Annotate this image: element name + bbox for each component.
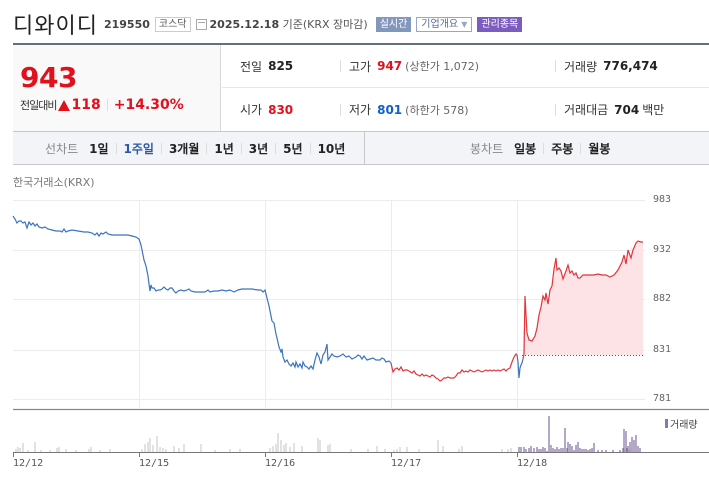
stat-value: 776,474 xyxy=(603,59,658,73)
price-line-12-18-dip xyxy=(516,354,524,379)
stat-low: 저가 801 (하한가 578) xyxy=(340,102,469,117)
base-date: 2025.12.18 기준(KRX 장마감) xyxy=(210,16,368,32)
tab-10y[interactable]: 10년 xyxy=(317,141,346,156)
tab-1d[interactable]: 1일 xyxy=(89,141,109,156)
volume-bars-today xyxy=(518,416,641,452)
up-triangle-icon xyxy=(58,99,71,111)
stat-unit: 백만 xyxy=(642,103,665,117)
stat-extra: (상한가 1,072) xyxy=(405,60,480,73)
stat-label: 거래량 xyxy=(564,59,598,74)
header-divider xyxy=(13,43,709,45)
tab-3y[interactable]: 3년 xyxy=(248,141,269,156)
candle-chart-title: 봉차트 xyxy=(470,141,504,156)
stat-prev-close: 전일 825 xyxy=(240,58,293,75)
x-tick-label: 12/16 xyxy=(265,458,296,469)
y-tick-label: 831 xyxy=(653,344,672,355)
divider xyxy=(240,142,242,154)
stat-value: 947 xyxy=(377,59,403,73)
volume-swatch xyxy=(665,419,668,428)
today-fill-area xyxy=(523,241,643,355)
managed-stock-badge: 관리종목 xyxy=(477,16,523,32)
tab-3m[interactable]: 3개월 xyxy=(168,141,200,156)
x-tick-label: 12/15 xyxy=(139,458,170,469)
candle-chart-tabs: 봉차트 일봉 주봉 월봉 xyxy=(366,132,709,164)
exchange-label: 한국거래소(KRX) xyxy=(13,176,95,189)
stat-amount: 거래대금 704 백만 xyxy=(555,102,665,117)
stats-row-1: 전일 825 고가 947 (상한가 1,072) 거래량 776,474 xyxy=(222,45,709,88)
x-axis-ticks xyxy=(13,452,518,457)
price-line-down xyxy=(12,215,392,371)
chart-tab-bar: 선차트 1일 1주일 3개월 1년 3년 5년 10년 봉차트 일봉 주봉 월봉 xyxy=(13,131,709,165)
line-chart-tabs: 선차트 1일 1주일 3개월 1년 3년 5년 10년 xyxy=(13,132,365,164)
tab-daily-candle[interactable]: 일봉 xyxy=(514,141,537,156)
stat-volume: 거래량 776,474 xyxy=(555,59,658,74)
divider xyxy=(160,142,162,154)
stat-value: 830 xyxy=(268,102,294,117)
stat-label: 전일 xyxy=(240,59,263,74)
company-overview-dropdown[interactable]: 기업개요 ▼ xyxy=(416,16,473,32)
divider xyxy=(106,99,108,111)
stats-table: 전일 825 고가 947 (상한가 1,072) 거래량 776,474 시가… xyxy=(222,45,709,131)
price-line-12-18 xyxy=(522,240,643,360)
stat-extra: (하한가 578) xyxy=(405,103,469,117)
stat-high: 고가 947 (상한가 1,072) xyxy=(340,59,480,74)
stock-name: 디와이디 xyxy=(13,14,98,39)
market-badge: 코스닥 xyxy=(154,16,191,32)
realtime-button[interactable]: 실시간 xyxy=(375,16,412,32)
stock-header: 디와이디 219550 코스닥 2025.12.18 기준(KRX 장마감) 실… xyxy=(13,8,523,40)
stat-value: 704 xyxy=(614,102,640,117)
price-change: 전일대비 118 +14.30% xyxy=(20,97,184,113)
divider xyxy=(543,142,545,154)
tab-1w[interactable]: 1주일 xyxy=(123,141,154,156)
company-overview-label: 기업개요 xyxy=(421,18,459,30)
stat-value: 825 xyxy=(268,59,294,73)
y-tick-label: 781 xyxy=(653,393,672,404)
stat-label: 시가 xyxy=(240,103,263,117)
stat-label: 거래대금 xyxy=(564,103,609,117)
current-price-box: 943 전일대비 118 +14.30% xyxy=(13,45,221,131)
x-tick-label: 12/17 xyxy=(391,458,422,469)
stock-code: 219550 xyxy=(103,17,150,31)
price-line-12-17 xyxy=(390,353,518,382)
price-chart xyxy=(12,200,709,457)
volume-legend: 거래량 xyxy=(665,416,698,431)
volume-bars-past xyxy=(15,433,512,452)
calendar-icon xyxy=(195,18,207,30)
change-label: 전일대비 xyxy=(20,99,57,112)
chevron-down-icon: ▼ xyxy=(461,19,468,29)
y-tick-label: 983 xyxy=(653,194,672,205)
date-value: 2025.12.18 xyxy=(209,18,280,31)
tab-monthly-candle[interactable]: 월봉 xyxy=(588,141,611,156)
y-tick-label: 882 xyxy=(653,293,672,304)
x-tick-label: 12/18 xyxy=(517,458,548,469)
y-tick-label: 932 xyxy=(653,244,672,255)
line-chart-title: 선차트 xyxy=(45,141,79,156)
divider xyxy=(275,142,277,154)
stat-value: 801 xyxy=(377,102,403,117)
change-amount: 118 xyxy=(71,97,101,113)
stat-open: 시가 830 xyxy=(240,101,293,118)
tab-weekly-candle[interactable]: 주봉 xyxy=(551,141,574,156)
divider xyxy=(309,142,311,154)
divider xyxy=(580,142,582,154)
current-price: 943 xyxy=(20,61,77,94)
stat-label: 고가 xyxy=(349,59,372,74)
change-percent: +14.30% xyxy=(113,97,184,113)
divider xyxy=(206,142,208,154)
tab-1y[interactable]: 1년 xyxy=(214,141,234,156)
date-suffix: 기준(KRX 장마감) xyxy=(282,18,368,31)
tab-5y[interactable]: 5년 xyxy=(283,141,303,156)
volume-legend-label: 거래량 xyxy=(670,420,698,431)
stats-row-2: 시가 830 저가 801 (하한가 578) 거래대금 704 백만 xyxy=(222,88,709,131)
x-tick-label: 12/12 xyxy=(13,458,44,469)
stat-label: 저가 xyxy=(349,103,372,117)
divider xyxy=(115,142,117,154)
